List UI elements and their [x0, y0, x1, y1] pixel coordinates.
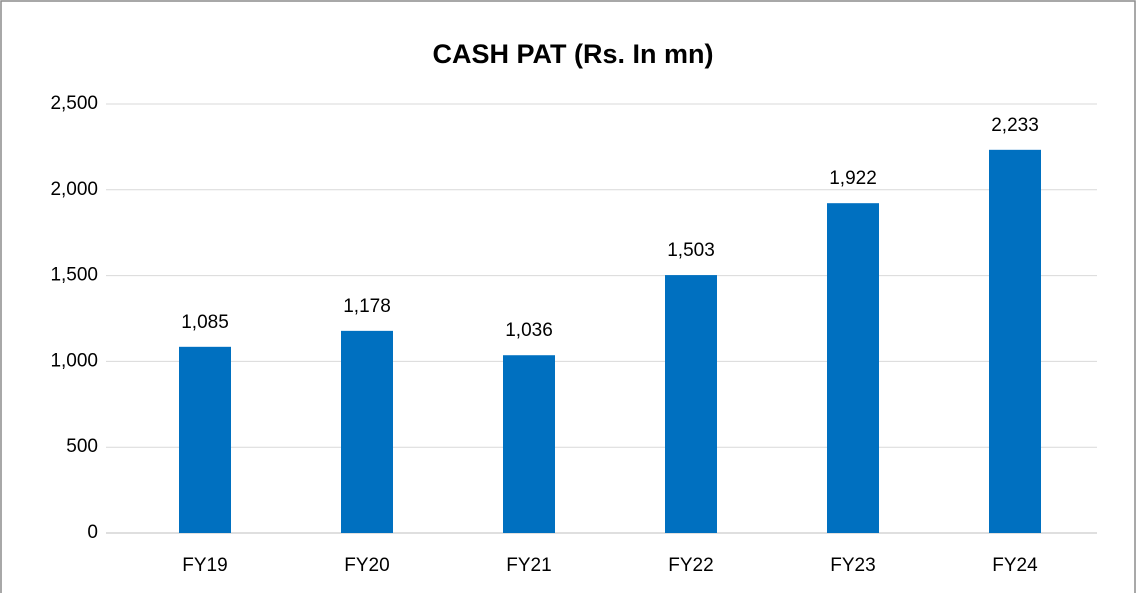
bar	[989, 149, 1041, 533]
bar	[179, 346, 231, 533]
y-tick-label: 2,500	[50, 93, 98, 114]
data-label: 2,233	[991, 115, 1039, 136]
y-tick-label: 1,000	[50, 350, 98, 371]
data-label: 1,085	[181, 312, 229, 333]
x-tick-label: FY21	[506, 555, 551, 576]
data-label: 1,922	[829, 168, 877, 189]
data-label: 1,036	[505, 320, 553, 341]
data-label: 1,178	[343, 296, 391, 317]
data-label: 1,503	[667, 240, 715, 261]
y-tick-label: 0	[87, 522, 98, 543]
x-tick-label: FY22	[668, 555, 713, 576]
y-tick-label: 500	[66, 436, 98, 457]
bar	[665, 275, 717, 533]
x-tick-label: FY23	[830, 555, 875, 576]
bar	[503, 355, 555, 533]
bar	[827, 203, 879, 533]
x-tick-label: FY19	[182, 555, 227, 576]
x-tick-label: FY20	[344, 555, 389, 576]
y-tick-label: 2,000	[50, 179, 98, 200]
y-tick-label: 1,500	[50, 265, 98, 286]
x-tick-label: FY24	[992, 555, 1038, 576]
chart-title: CASH PAT (Rs. In mn)	[433, 39, 714, 69]
bar	[341, 330, 393, 533]
